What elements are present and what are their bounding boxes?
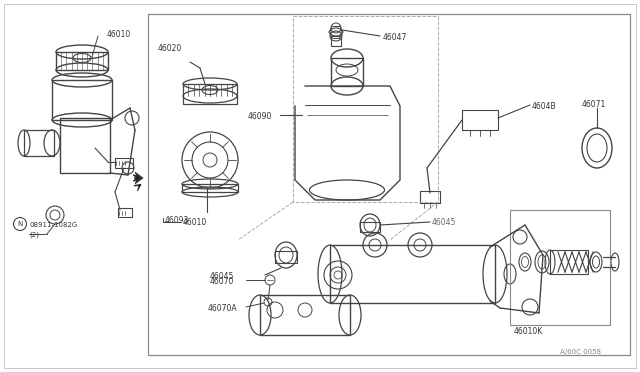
Text: 46070: 46070 bbox=[210, 277, 234, 286]
Text: 46045: 46045 bbox=[210, 272, 234, 281]
Bar bbox=[462, 110, 498, 130]
Text: A/60C 0058: A/60C 0058 bbox=[560, 349, 601, 355]
Text: 46070A: 46070A bbox=[208, 304, 237, 313]
Text: 46045: 46045 bbox=[432, 218, 456, 227]
Bar bbox=[118, 208, 132, 217]
Bar bbox=[330, 245, 495, 303]
Bar bbox=[331, 58, 363, 86]
Bar bbox=[550, 250, 588, 274]
Text: 46047: 46047 bbox=[383, 33, 408, 42]
Text: 46020: 46020 bbox=[158, 44, 182, 53]
Text: 08911-1082G: 08911-1082G bbox=[29, 222, 77, 228]
Text: 46090: 46090 bbox=[248, 112, 273, 121]
Text: 46010: 46010 bbox=[107, 30, 131, 39]
Bar bbox=[360, 222, 380, 232]
Bar bbox=[148, 14, 630, 355]
Bar bbox=[56, 52, 108, 70]
Bar bbox=[52, 80, 112, 120]
Text: N: N bbox=[17, 221, 22, 227]
Bar bbox=[183, 84, 237, 104]
Bar bbox=[510, 210, 610, 325]
Text: 46010: 46010 bbox=[183, 218, 207, 227]
Text: 46093: 46093 bbox=[165, 216, 189, 225]
Bar bbox=[182, 184, 238, 192]
Text: 46071: 46071 bbox=[582, 100, 606, 109]
Polygon shape bbox=[135, 172, 143, 184]
Text: 4604B: 4604B bbox=[532, 102, 557, 111]
Bar bbox=[24, 130, 54, 156]
Bar bbox=[331, 36, 341, 46]
Bar bbox=[115, 158, 133, 168]
Bar bbox=[260, 295, 350, 335]
Bar bbox=[420, 191, 440, 203]
Text: 46010K: 46010K bbox=[514, 327, 543, 336]
Text: (2): (2) bbox=[29, 231, 39, 237]
Bar bbox=[275, 251, 297, 263]
Bar bbox=[60, 118, 110, 173]
